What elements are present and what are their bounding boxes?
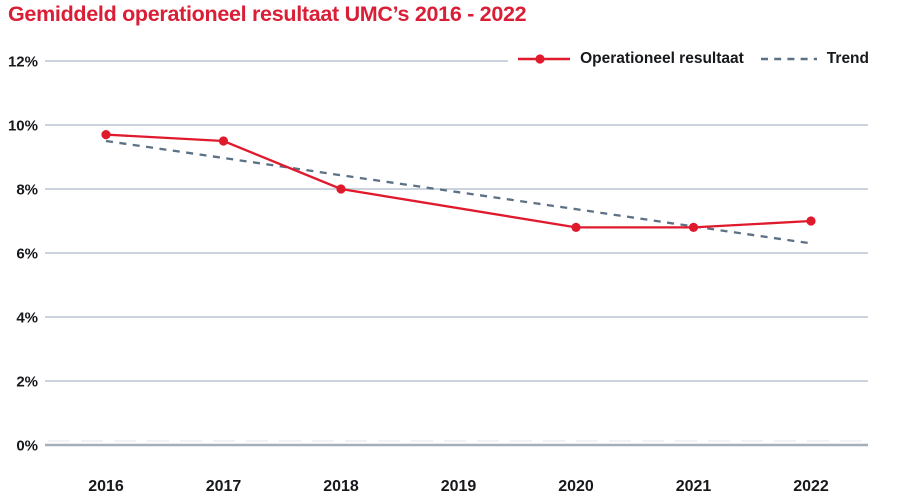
y-axis-tick-label: 8% xyxy=(16,182,38,199)
data-point-marker xyxy=(806,216,816,226)
x-axis-label-2016: 2016 xyxy=(88,478,124,495)
legend-label-trend: Trend xyxy=(826,50,869,67)
x-axis-label-2021: 2021 xyxy=(676,478,712,495)
x-axis-label-2017: 2017 xyxy=(206,478,242,495)
y-axis-tick-label: 2% xyxy=(16,374,38,391)
y-axis-tick-label: 4% xyxy=(16,310,38,327)
trend-line xyxy=(105,139,812,245)
page-title: Gemiddeld operationeel resultaat UMC’s 2… xyxy=(8,2,527,26)
dashed-line-icon xyxy=(760,57,817,61)
legend: Operationeel resultaat Trend xyxy=(517,49,869,69)
legend-label-operationeel-resultaat: Operationeel resultaat xyxy=(580,50,744,67)
y-axis-tick-label: 10% xyxy=(8,118,38,135)
y-axis-tick-label: 0% xyxy=(16,438,38,455)
data-point-marker xyxy=(218,136,229,146)
legend-item-operationeel-resultaat: Operationeel resultaat xyxy=(517,50,744,68)
y-axis-tick-label: 12% xyxy=(8,54,38,71)
x-axis-label-2019: 2019 xyxy=(441,478,477,495)
x-axis-label-2020: 2020 xyxy=(558,478,594,495)
operationeel-resultaat-line xyxy=(105,133,812,229)
data-point-marker xyxy=(336,184,346,194)
x-axis-label-2022: 2022 xyxy=(793,478,829,495)
data-point-marker xyxy=(101,130,111,140)
data-point-marker xyxy=(571,222,581,232)
y-axis-tick-label: 6% xyxy=(16,246,38,263)
red-line-with-dot-icon xyxy=(518,54,571,64)
data-point-marker xyxy=(688,222,699,232)
x-axis-label-2018: 2018 xyxy=(323,478,359,495)
legend-item-trend: Trend xyxy=(760,50,869,68)
